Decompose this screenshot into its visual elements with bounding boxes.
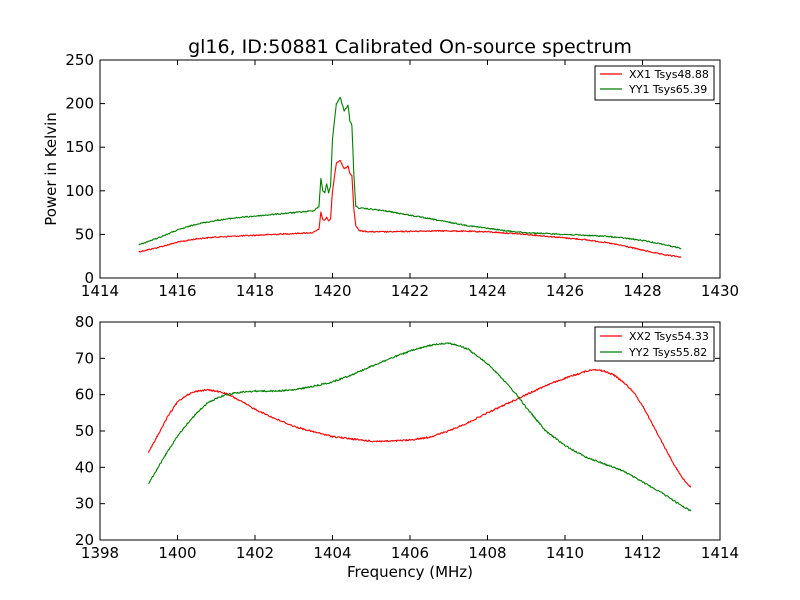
top-y-tick-label-1: 50	[75, 225, 94, 243]
bottom-ticks-layer: 1398 1400 1402 1404 1406 1408 1410 1412 1414 20 30…	[75, 313, 739, 562]
top-y-tick-label-0: 0	[84, 269, 94, 287]
top-x-tick-label-4: 1422	[391, 282, 429, 300]
bottom-y-tick-label-0: 20	[75, 531, 94, 549]
top-y-axis-label: Power in Kelvin	[42, 112, 60, 226]
top-x-tick-label-1: 1416	[158, 282, 196, 300]
bottom-x-tick-label-5: 1408	[468, 544, 506, 562]
top-y-tick-label-2: 100	[65, 182, 94, 200]
top-x-tick-label-8: 1430	[701, 282, 739, 300]
top-legend-box	[594, 65, 715, 101]
top-legend: XX1 Tsys48.88 YY1 Tsys65.39	[594, 65, 715, 101]
bottom-series-layer	[147, 342, 692, 512]
top-y-tick-label-5: 250	[65, 51, 94, 69]
bottom-y-tick-label-1: 30	[75, 495, 94, 513]
top-legend-label-yy1: YY1 Tsys65.39	[628, 83, 707, 96]
bottom-x-tick-label-4: 1406	[391, 544, 429, 562]
bottom-x-tick-label-8: 1414	[701, 544, 739, 562]
figure-title: gl16, ID:50881 Calibrated On-source spec…	[188, 36, 632, 58]
bottom-spectrum-panel: 1398 1400 1402 1404 1406 1408 1410 1412 1414 20 30…	[75, 313, 739, 581]
top-x-tick-label-0: 1414	[81, 282, 119, 300]
top-x-tick-label-3: 1420	[313, 282, 351, 300]
bottom-y-tick-label-3: 50	[75, 422, 94, 440]
top-x-tick-label-6: 1426	[546, 282, 584, 300]
top-series-layer	[138, 96, 682, 258]
bottom-legend-box	[594, 326, 715, 362]
top-x-tick-label-7: 1428	[623, 282, 661, 300]
bottom-x-tick-label-0: 1398	[81, 544, 119, 562]
top-spectrum-panel: 1414 1416 1418 1420 1422 1424 1426 1428 1430 0 50 1…	[42, 51, 739, 300]
bottom-x-tick-label-7: 1412	[623, 544, 661, 562]
top-y-tick-label-3: 150	[65, 138, 94, 156]
bottom-y-tick-label-2: 40	[75, 458, 94, 476]
bottom-y-tick-label-5: 70	[75, 349, 94, 367]
top-series-line-0	[138, 159, 682, 258]
top-x-tick-label-2: 1418	[236, 282, 274, 300]
bottom-x-tick-label-6: 1410	[546, 544, 584, 562]
top-series-line-1	[138, 96, 682, 250]
bottom-legend-label-yy2: YY2 Tsys55.82	[628, 346, 707, 359]
top-x-tick-label-5: 1424	[468, 282, 506, 300]
bottom-series-line-1	[148, 342, 692, 512]
bottom-x-tick-label-1: 1400	[158, 544, 196, 562]
bottom-x-tick-label-2: 1402	[236, 544, 274, 562]
bottom-series-line-0	[147, 368, 692, 488]
top-legend-label-xx1: XX1 Tsys48.88	[629, 68, 709, 81]
top-ticks-layer: 1414 1416 1418 1420 1422 1424 1426 1428 1430 0 50 1…	[65, 51, 739, 300]
bottom-legend: XX2 Tsys54.33 YY2 Tsys55.82	[594, 326, 715, 362]
bottom-x-axis-label: Frequency (MHz)	[347, 563, 473, 581]
bottom-y-tick-label-6: 80	[75, 313, 94, 331]
bottom-legend-label-xx2: XX2 Tsys54.33	[629, 330, 709, 343]
bottom-y-tick-label-4: 60	[75, 386, 94, 404]
bottom-x-tick-label-3: 1404	[313, 544, 351, 562]
top-y-tick-label-4: 200	[65, 95, 94, 113]
